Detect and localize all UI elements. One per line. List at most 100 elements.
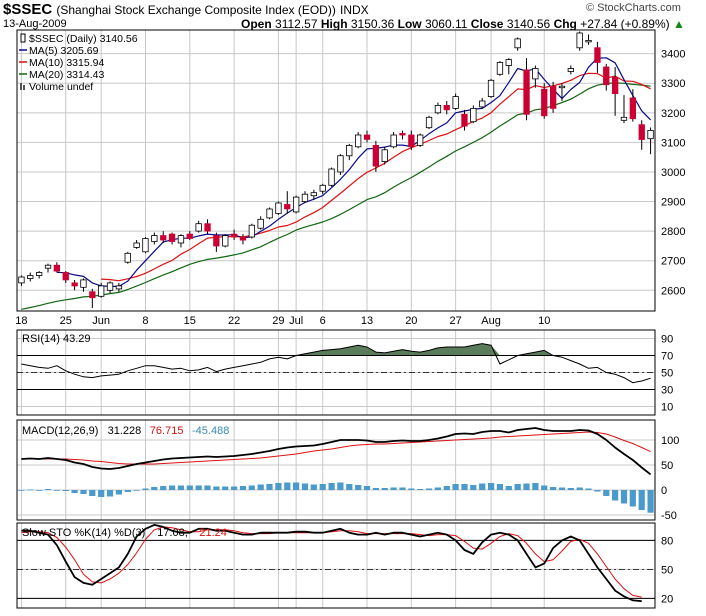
candle-body xyxy=(151,235,158,242)
macd-histogram-bar xyxy=(488,483,495,490)
candle-swatch-icon xyxy=(20,33,26,43)
candle-body xyxy=(461,113,468,127)
candle-body xyxy=(523,69,530,115)
sto-legend-entry: 21.24 xyxy=(199,527,227,539)
candle-body xyxy=(98,285,105,297)
candle-body xyxy=(168,233,176,242)
date-label: 13-Aug-2009 xyxy=(3,18,67,30)
macd-histogram-bar xyxy=(213,486,220,490)
y-tick-label: 50 xyxy=(661,564,673,576)
rsi-panel: 10 30 50 70 90 RSI(14) 43.29 xyxy=(16,329,673,416)
candle-body xyxy=(257,218,264,229)
candle-body xyxy=(337,155,344,173)
macd-signal-line xyxy=(21,431,651,465)
candle-body xyxy=(248,224,256,238)
macd-histogram-bar xyxy=(160,486,167,490)
exchange-label: INDX xyxy=(340,3,369,17)
candle-body xyxy=(638,124,645,140)
macd-histogram-bar xyxy=(541,485,548,490)
macd-histogram-bar xyxy=(293,482,300,490)
macd-histogram-bar xyxy=(355,485,362,490)
candle-body xyxy=(36,272,43,276)
macd-histogram-bar xyxy=(301,483,309,490)
candle-body xyxy=(230,233,238,238)
candle-body xyxy=(222,235,229,247)
chg-value: +27.84 (+0.89%) xyxy=(580,17,670,31)
x-tick-label: Jul xyxy=(289,315,303,327)
macd-histogram-bar xyxy=(169,485,176,490)
y-tick-label: 3200 xyxy=(661,108,685,120)
macd-histogram-bar xyxy=(479,483,486,490)
y-tick-label: 80 xyxy=(661,535,673,547)
macd-histogram-bar xyxy=(133,490,140,491)
x-tick-label: Jun xyxy=(92,315,110,327)
macd-histogram-bar xyxy=(558,487,566,490)
macd-histogram-bar xyxy=(328,483,335,490)
candle-body xyxy=(558,85,566,89)
candle-body xyxy=(89,291,96,299)
rsi-frame xyxy=(16,329,656,416)
rsi-line xyxy=(21,343,651,384)
candle-body xyxy=(275,202,282,214)
high-label: High xyxy=(320,17,348,31)
candle-body xyxy=(532,68,539,80)
chg-label: Chg xyxy=(553,17,577,31)
y-tick-label: 10 xyxy=(661,402,673,414)
candle-body xyxy=(629,97,636,120)
macd-legend-entry: 31.228 xyxy=(108,425,142,437)
candle-body xyxy=(603,66,610,86)
y-tick-label: 20 xyxy=(661,593,673,605)
low-value: 3060.11 xyxy=(424,17,468,31)
y-tick-label: 2800 xyxy=(661,226,685,238)
macd-histogram-bar xyxy=(222,486,229,490)
macd-histogram-bar xyxy=(195,485,202,490)
candle-body xyxy=(284,204,291,210)
macd-histogram-bar xyxy=(53,490,60,491)
price-panel: 2600 2700 2800 2900 3000 3100 3200 3300 3400 $SSE… xyxy=(15,29,685,327)
candle-body xyxy=(487,79,495,98)
candle-body xyxy=(399,133,406,136)
candle-body xyxy=(408,134,415,148)
candle-body xyxy=(585,40,592,43)
macd-histogram-bar xyxy=(248,485,255,490)
candle-body xyxy=(160,235,167,241)
sto-legend-entry: 17.08, xyxy=(157,527,188,539)
candle-body xyxy=(328,168,335,186)
candle-body xyxy=(647,129,654,140)
candle-body xyxy=(142,238,149,253)
macd-histogram-bar xyxy=(612,490,619,501)
y-tick-label: 90 xyxy=(661,334,673,346)
candle-body xyxy=(567,68,574,72)
macd-histogram-bar xyxy=(89,490,96,496)
macd-histogram-bar xyxy=(576,487,583,490)
candle-body xyxy=(319,184,326,192)
y-tick-label: 3100 xyxy=(661,137,685,149)
candle-body xyxy=(177,235,185,244)
macd-legend-entry: 76.715 xyxy=(150,425,184,437)
macd-histogram-bar xyxy=(363,486,371,490)
candle-body xyxy=(213,235,220,247)
macd-histogram-bar xyxy=(106,490,114,497)
candle-body xyxy=(106,282,114,291)
ma10-line xyxy=(101,72,651,282)
candle-body xyxy=(381,149,388,163)
macd-legend-entry: -45.488 xyxy=(192,425,229,437)
macd-histogram-bar xyxy=(142,488,149,490)
y-tick-label: 3300 xyxy=(661,78,685,90)
candle-body xyxy=(310,192,318,197)
candle-body xyxy=(239,236,247,241)
macd-histogram-bar xyxy=(381,488,388,490)
ohlc-summary: Open 3112.57 High 3150.36 Low 3060.11 Cl… xyxy=(241,17,685,31)
sto-d-line xyxy=(21,526,642,598)
macd-histogram-bar xyxy=(620,490,628,504)
y-tick-label: 30 xyxy=(661,385,673,397)
macd-histogram-bar xyxy=(151,487,158,490)
y-tick-label: 2700 xyxy=(661,256,685,268)
price-legend-entry: MA(20) 3314.43 xyxy=(29,69,104,81)
candle-body xyxy=(443,105,450,111)
open-value: 3112.57 xyxy=(275,17,318,31)
candle-body xyxy=(612,76,619,95)
x-tick-label: 8 xyxy=(142,315,148,327)
macd-histogram-bar xyxy=(177,485,184,490)
candle-body xyxy=(62,272,69,281)
